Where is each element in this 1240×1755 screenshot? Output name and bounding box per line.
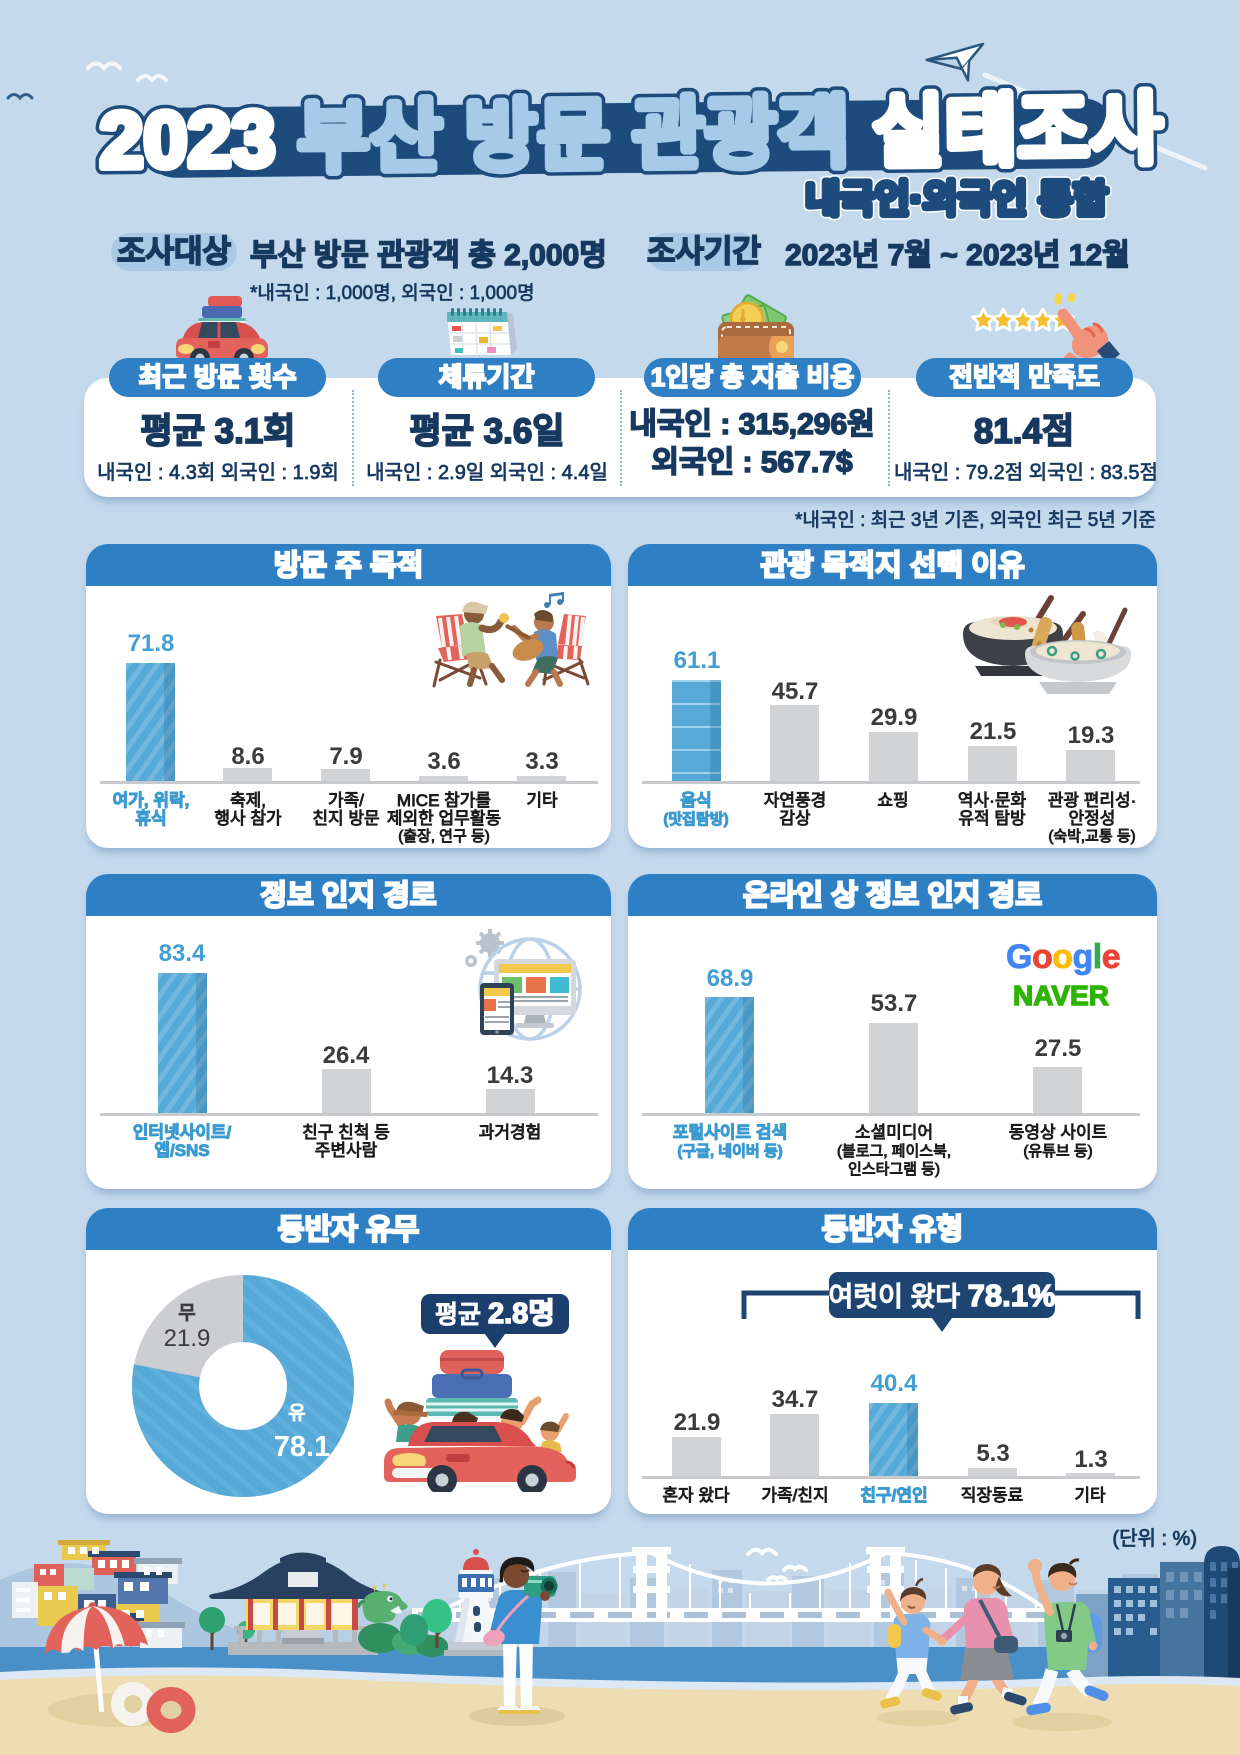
svg-text:유: 유 <box>288 1403 305 1424</box>
svg-text:21.9: 21.9 <box>164 1325 211 1352</box>
svg-text:여럿이 왔다 78.1%: 여럿이 왔다 78.1% <box>828 1278 1055 1313</box>
svg-text:2023 부산 방문 관광객 실태조사: 2023 부산 방문 관광객 실태조사 <box>99 84 1163 184</box>
svg-text:평균 2.8명: 평균 2.8명 <box>435 1297 555 1330</box>
svg-text:78.1: 78.1 <box>274 1431 330 1463</box>
svg-text:내국인·외국인 통합: 내국인·외국인 통합 <box>805 179 1108 221</box>
svg-text:내국인·외국인 통합: 내국인·외국인 통합 <box>805 179 1108 221</box>
svg-text:2023 부산 방문 관광객 실태조사: 2023 부산 방문 관광객 실태조사 <box>99 84 1163 184</box>
svg-text:무: 무 <box>178 1303 195 1324</box>
